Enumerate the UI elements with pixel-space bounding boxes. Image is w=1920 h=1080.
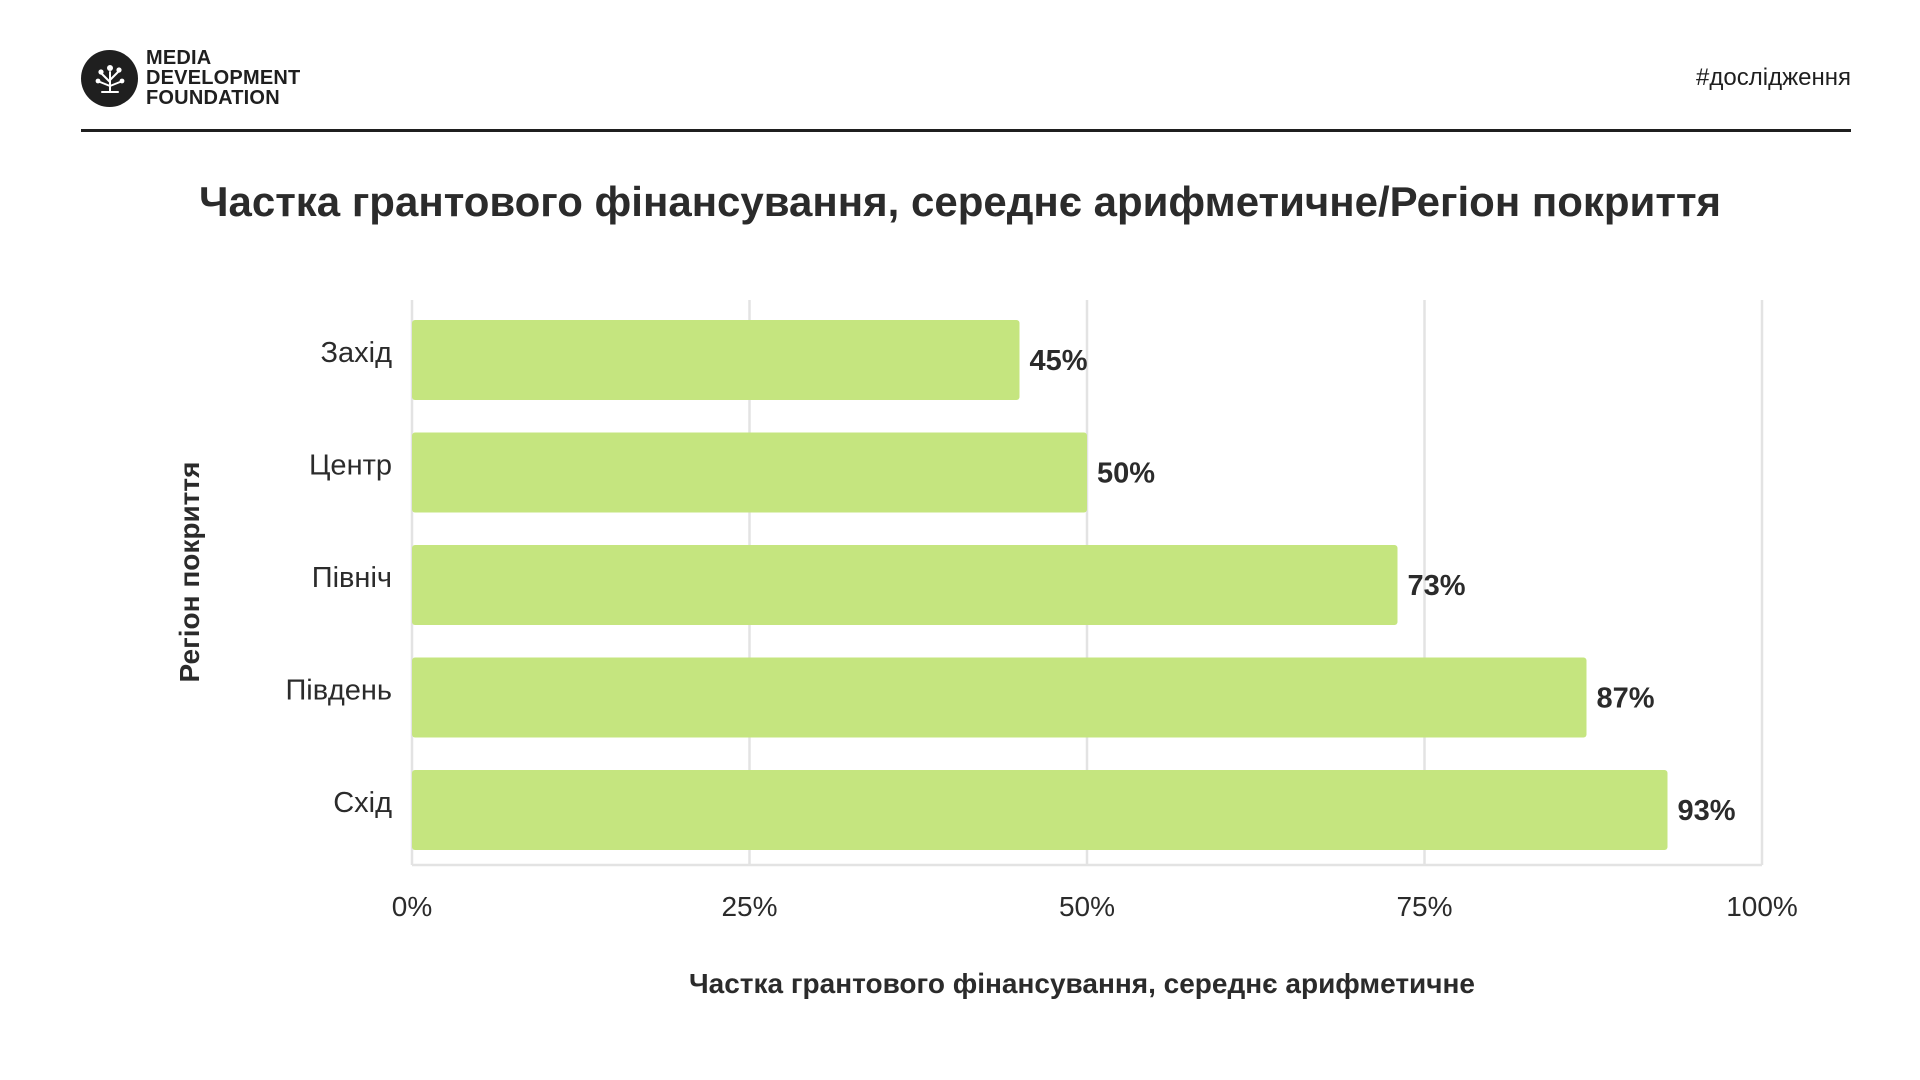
bar-value-label: 87% [1597,683,1655,715]
brand-line-3: FOUNDATION [146,87,280,109]
bar [412,770,1668,850]
x-tick-label: 50% [1059,891,1115,922]
bar [412,545,1398,625]
x-tick-label: 100% [1726,891,1798,922]
category-label: Північ [312,562,392,594]
brand-line-1: MEDIA [146,47,212,69]
page-header: MEDIA DEVELOPMENT FOUNDATION #дослідженн… [81,48,1851,132]
bar-value-labels: 45% 50% 73% 87% 93% [1030,345,1736,827]
brand-line-2: DEVELOPMENT [146,67,301,89]
header-divider [81,129,1851,132]
x-tick-label: 25% [721,891,777,922]
category-label: Схід [333,787,392,819]
category-label: Захід [320,337,392,369]
x-tick-labels: 0% 25% 50% 75% 100% [392,891,1798,922]
category-labels: Захід Центр Північ Південь Схід [285,337,392,819]
brand-logo: MEDIA DEVELOPMENT FOUNDATION [81,48,300,108]
bars [412,320,1668,850]
bar-value-label: 93% [1678,795,1736,827]
bar [412,657,1587,738]
bar-value-label: 50% [1097,458,1155,490]
bar-value-label: 73% [1408,570,1466,602]
x-axis-label: Частка грантового фінансування, середнє … [688,968,1476,999]
bar-value-label: 45% [1030,345,1088,377]
bar [412,432,1087,513]
chart-title: Частка грантового фінансування, середнє … [198,178,1722,225]
y-axis-label: Регіон покриття [174,461,205,683]
category-label: Південь [285,675,392,707]
bar [412,320,1020,400]
tree-logo-icon [81,49,138,107]
x-tick-label: 75% [1396,891,1452,922]
brand-name: MEDIA DEVELOPMENT FOUNDATION [146,48,300,108]
category-label: Центр [309,450,392,482]
x-tick-label: 0% [392,891,432,922]
hashtag-link[interactable]: #дослідження [1696,64,1851,91]
